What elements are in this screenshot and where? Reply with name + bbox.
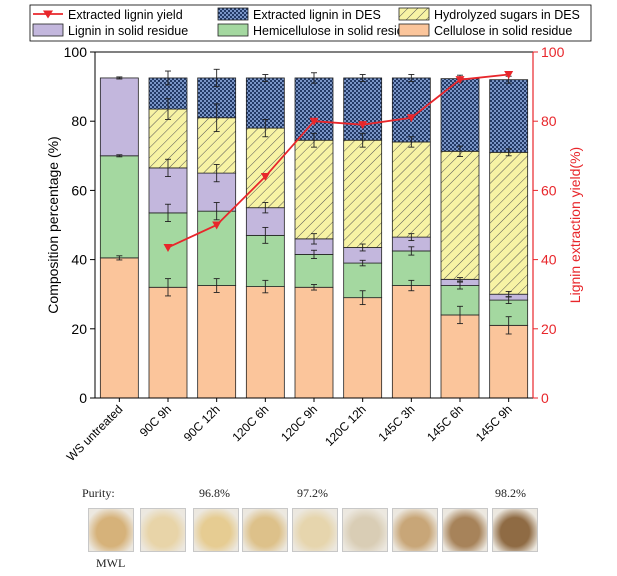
- bar-hydrolyzed-sugars-in-des-145c-9h: [489, 151, 529, 295]
- yield-point-145c-3h: [406, 114, 416, 123]
- bar-hydrolyzed-sugars-in-des-145c-6h: [440, 150, 480, 280]
- bar-extracted-lignin-in-des-120c-12h: [343, 77, 383, 141]
- y-tick-label: 80: [71, 113, 87, 129]
- sample-photo: [193, 508, 239, 552]
- y2-tick-label: 60: [541, 182, 557, 198]
- bar-cellulose-in-solid-residue-145c-9h: [489, 324, 529, 399]
- legend-extracted-lignin-in-des-label: Extracted lignin in DES: [253, 8, 381, 22]
- legend-box: [29, 4, 592, 42]
- x-tick-label-120c-6h: 120C 6h: [229, 402, 271, 444]
- y2-axis-title: Lignin extraction yield(%): [567, 147, 583, 303]
- legend-lignin-in-solid-residue-label: Lignin in solid residue: [68, 24, 188, 38]
- bar-extracted-lignin-in-des-120c-9h: [294, 77, 334, 141]
- yield-point-145c-9h: [504, 70, 514, 79]
- bar-hydrolyzed-sugars-in-des-120c-12h: [343, 139, 383, 248]
- sample-photo: [242, 508, 288, 552]
- sample-photo: [392, 508, 438, 552]
- sample-photo: [292, 508, 338, 552]
- y-tick-label: 0: [79, 390, 87, 406]
- bar-hemicellulose-in-solid-residue-120c-9h: [294, 254, 334, 288]
- yield-point-120c-6h: [260, 173, 270, 182]
- legend-hydrolyzed-sugars-in-des-swatch: [398, 7, 430, 21]
- y-tick-label: 20: [71, 321, 87, 337]
- bar-hemicellulose-in-solid-residue-145c-9h: [489, 299, 529, 326]
- legend-extracted-lignin-yield-marker: [43, 10, 53, 19]
- bar-cellulose-in-solid-residue-120c-9h: [294, 286, 334, 399]
- yield-point-145c-6h: [455, 76, 465, 85]
- sample-photos: [0, 508, 617, 552]
- plot-area: [99, 68, 529, 399]
- y2-tick-label: 80: [541, 113, 557, 129]
- bar-hemicellulose-in-solid-residue-ws-untreated: [99, 155, 139, 259]
- sample-photo: [140, 508, 186, 552]
- y-tick-label: 100: [64, 44, 88, 60]
- bar-hydrolyzed-sugars-in-des-145c-3h: [391, 141, 431, 238]
- y2-tick-label: 0: [541, 390, 549, 406]
- mwl-caption: MWL: [96, 556, 126, 570]
- legend-cellulose-in-solid-residue-swatch: [398, 23, 430, 37]
- bar-cellulose-in-solid-residue-90c-12h: [197, 285, 237, 399]
- sample-photo: [342, 508, 388, 552]
- purity-value-145c-9h: 98.2%: [495, 486, 526, 500]
- x-tick-label-145c-6h: 145C 6h: [424, 402, 466, 444]
- yield-point-90c-12h: [212, 221, 222, 230]
- purity-value-90c-12h: 96.8%: [199, 486, 230, 500]
- bar-lignin-in-solid-residue-ws-untreated: [99, 77, 139, 157]
- purity-label: Purity:: [82, 486, 115, 500]
- x-tick-label-145c-9h: 145C 9h: [473, 402, 515, 444]
- yield-point-120c-12h: [358, 121, 368, 130]
- legend-cellulose-in-solid-residue-label: Cellulose in solid residue: [434, 24, 572, 38]
- bar-extracted-lignin-in-des-145c-6h: [440, 78, 480, 152]
- y2-tick-label: 20: [541, 321, 557, 337]
- legend-lignin-in-solid-residue-swatch: [32, 23, 64, 37]
- bar-hydrolyzed-sugars-in-des-120c-6h: [245, 127, 285, 209]
- x-tick-label-90c-9h: 90C 9h: [137, 402, 174, 439]
- x-tick-label-90c-12h: 90C 12h: [181, 402, 223, 444]
- y-tick-label: 60: [71, 182, 87, 198]
- x-tick-label-ws-untreated: WS untreated: [64, 402, 126, 464]
- bar-cellulose-in-solid-residue-90c-9h: [148, 286, 188, 399]
- legend-hydrolyzed-sugars-in-des-label: Hydrolyzed sugars in DES: [434, 8, 580, 22]
- x-tick-label-120c-9h: 120C 9h: [278, 402, 320, 444]
- chart: Extracted lignin yield Extracted lignin i…: [29, 4, 592, 464]
- bar-cellulose-in-solid-residue-ws-untreated: [99, 257, 139, 399]
- bar-cellulose-in-solid-residue-120c-6h: [245, 286, 285, 399]
- sample-photo: [492, 508, 538, 552]
- legend-hemicellulose-in-solid-residue-label: Hemicellulose in solid residue: [253, 24, 418, 38]
- purity-row: Purity: 96.8% 97.2% 98.2%: [0, 486, 617, 506]
- bar-cellulose-in-solid-residue-120c-12h: [343, 297, 383, 399]
- y-tick-label: 40: [71, 252, 87, 268]
- bar-cellulose-in-solid-residue-145c-6h: [440, 314, 480, 399]
- yield-point-90c-9h: [163, 243, 173, 252]
- bar-cellulose-in-solid-residue-145c-3h: [391, 285, 431, 399]
- sample-photo: [442, 508, 488, 552]
- legend-extracted-lignin-in-des-swatch: [217, 7, 249, 21]
- y2-tick-label: 100: [541, 44, 565, 60]
- x-tick-label-145c-3h: 145C 3h: [375, 402, 417, 444]
- bar-extracted-lignin-in-des-145c-9h: [489, 79, 529, 153]
- yield-point-120c-9h: [309, 117, 319, 126]
- y-axis-title: Composition percentage (%): [45, 136, 61, 313]
- legend-extracted-lignin-yield-label: Extracted lignin yield: [68, 8, 183, 22]
- yield-line: [167, 73, 509, 249]
- legend: Extracted lignin yield Extracted lignin i…: [29, 4, 592, 42]
- sample-photo: [88, 508, 134, 552]
- legend-hemicellulose-in-solid-residue-swatch: [217, 23, 249, 37]
- x-tick-label-120c-12h: 120C 12h: [322, 402, 369, 449]
- bar-extracted-lignin-in-des-145c-3h: [391, 77, 431, 143]
- y2-tick-label: 40: [541, 252, 557, 268]
- bar-hydrolyzed-sugars-in-des-120c-9h: [294, 139, 334, 240]
- purity-value-120c-9h: 97.2%: [297, 486, 328, 500]
